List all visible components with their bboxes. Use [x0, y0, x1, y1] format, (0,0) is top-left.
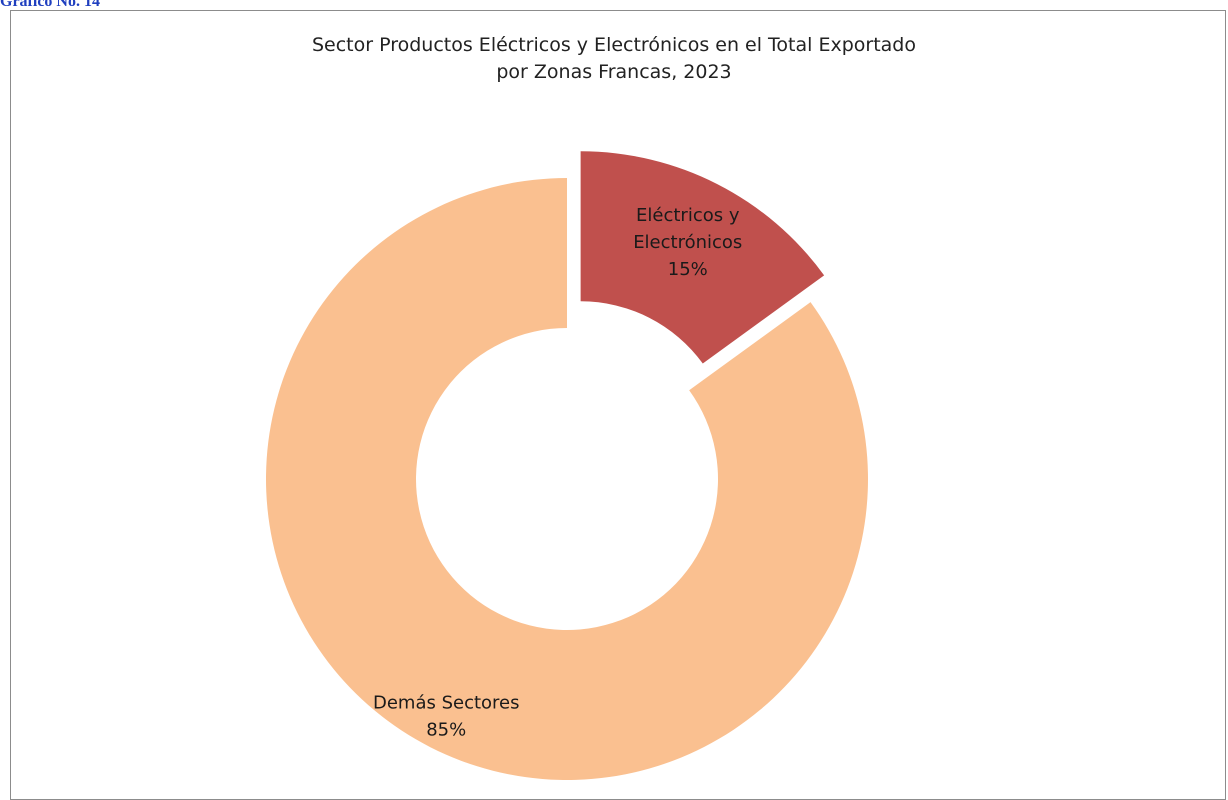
chart-title-line-1: Sector Productos Eléctricos y Electrónic…	[311, 34, 916, 56]
slice-value-label: 85%	[426, 720, 466, 741]
chart-title: Sector Productos Eléctricos y Electrónic…	[0, 32, 1228, 86]
slice-label-1: Demás Sectores 85%	[373, 693, 520, 741]
document-heading: Gráfico No. 14	[0, 0, 100, 10]
slice-name-label: Electrónicos	[633, 232, 742, 253]
donut-slice-0	[580, 151, 825, 364]
slice-value-label: 15%	[668, 259, 708, 280]
slice-label-0: Eléctricos y Electrónicos 15%	[633, 205, 742, 280]
slice-name-label: Eléctricos y	[636, 205, 740, 226]
chart-title-line-2: por Zonas Francas, 2023	[496, 61, 732, 83]
donut-slice-1	[265, 178, 869, 781]
slice-name-label: Demás Sectores	[373, 693, 520, 714]
